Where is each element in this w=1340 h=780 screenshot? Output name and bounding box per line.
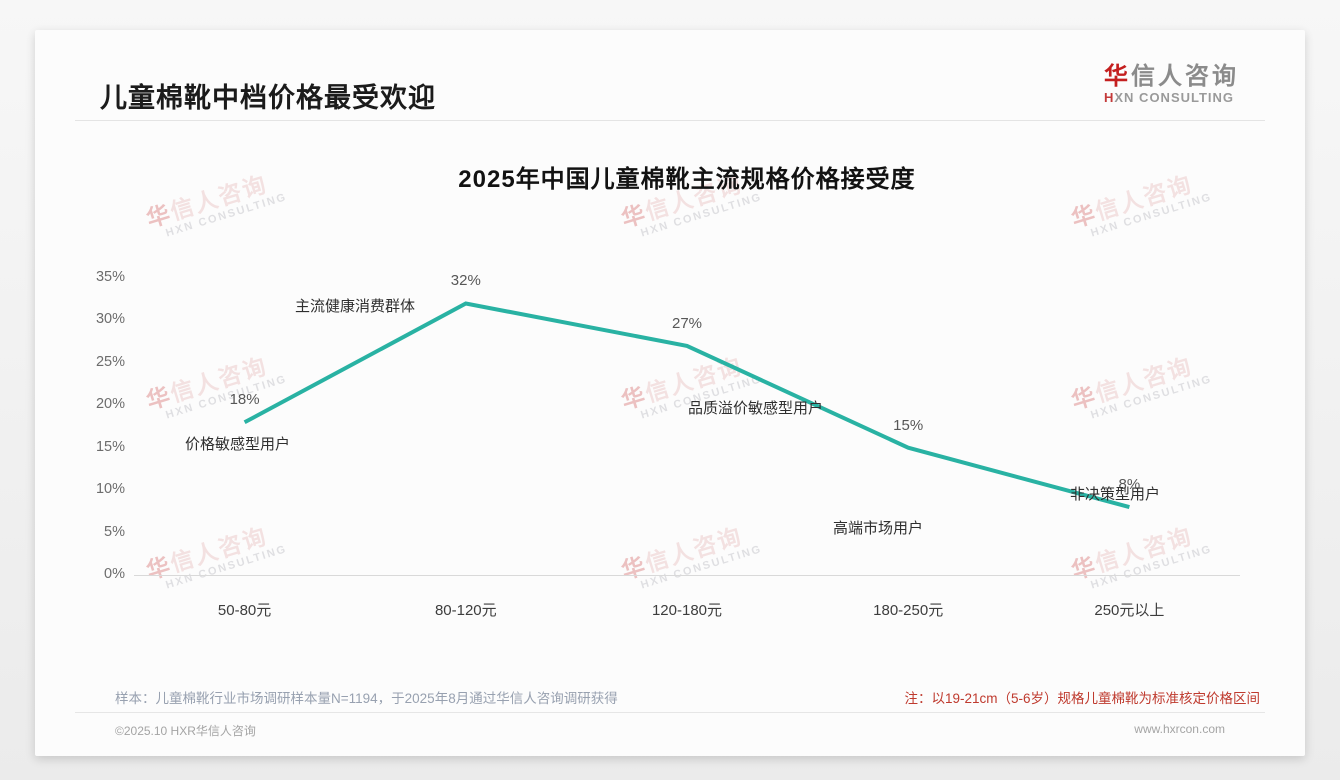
y-tick-label: 5%	[104, 523, 125, 540]
y-tick-label: 0%	[104, 566, 125, 582]
brand-logo-english: HXN CONSULTING	[1104, 90, 1235, 106]
annotation-high-end: 高端市场用户	[833, 520, 924, 537]
x-tick-label: 250元以上	[1094, 602, 1165, 619]
data-label: 15%	[893, 416, 924, 434]
website-link[interactable]: www.hxrcon.com	[1134, 722, 1225, 736]
annotation-non-decision: 非决策型用户	[1070, 486, 1161, 503]
data-label: 27%	[671, 314, 703, 332]
brand-logo: 华信人咨询 HXN CONSULTING	[1104, 63, 1239, 106]
sample-note: 样本：儿童棉靴行业市场调研样本量N=1194，于2025年8月通过华信人咨询调研…	[115, 691, 618, 706]
slide-card: 华信人咨询 HXN CONSULTING 华信人咨询 HXN CONSULTING 华信…	[35, 30, 1305, 756]
trend-line	[243, 301, 1130, 510]
data-label: 32%	[450, 272, 481, 290]
footer-divider	[75, 712, 1265, 713]
y-tick-label: 10%	[95, 481, 125, 498]
copyright-text: ©2025.10 HXR华信人咨询	[115, 724, 256, 738]
x-tick-label: 50-80元	[217, 602, 272, 619]
y-tick-label: 25%	[95, 353, 125, 370]
slide-content: 儿童棉靴中档价格最受欢迎 华信人咨询 HXN CONSULTING 2025年中…	[35, 30, 1305, 756]
chart-title: 2025年中国儿童棉靴主流规格价格接受度	[458, 166, 916, 193]
price-basis-note: 注：以19-21cm（5-6岁）规格儿童棉靴为标准核定价格区间	[904, 691, 1260, 706]
y-tick-label: 30%	[95, 311, 125, 328]
annotation-mainstream-health: 主流健康消费群体	[295, 298, 416, 315]
data-label: 18%	[229, 391, 260, 409]
x-axis: 50-80元 80-120元 120-180元 180-250元 250元以上	[134, 591, 1240, 619]
y-tick-label: 20%	[95, 396, 125, 413]
line-chart-plot-area: 18% 32% 27% 15% 8%	[134, 272, 1240, 576]
annotation-quality-premium: 品质溢价敏感型用户	[688, 400, 824, 417]
y-axis: 0% 5% 10% 15% 20% 25% 30% 35%	[73, 269, 125, 582]
header-divider	[75, 120, 1265, 121]
brand-logo-chinese: 华信人咨询	[1104, 63, 1239, 90]
x-tick-label: 180-250元	[873, 602, 944, 619]
x-tick-label: 120-180元	[651, 602, 723, 619]
data-label: 8%	[1118, 476, 1141, 494]
y-tick-label: 15%	[95, 438, 125, 455]
annotation-price-sensitive: 价格敏感型用户	[185, 436, 291, 453]
page-title: 儿童棉靴中档价格最受欢迎	[100, 83, 436, 113]
y-tick-label: 35%	[95, 269, 125, 285]
x-tick-label: 80-120元	[434, 602, 497, 619]
